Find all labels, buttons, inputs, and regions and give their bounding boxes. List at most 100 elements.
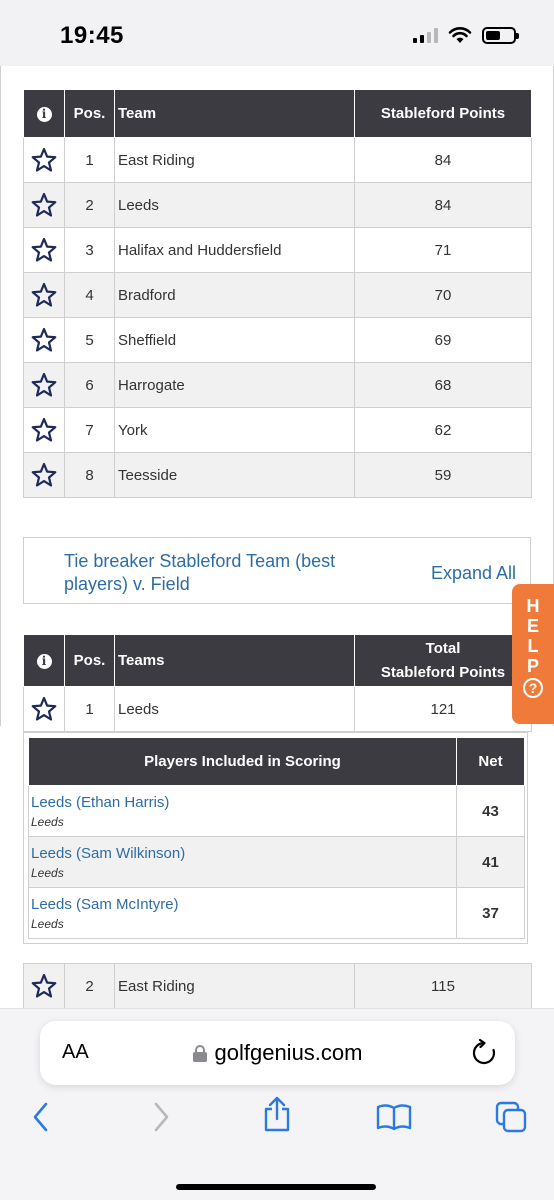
table-row[interactable]: 1 Leeds 121 xyxy=(23,686,532,732)
star-outline-icon xyxy=(31,696,57,721)
pos-cell: 1 xyxy=(64,686,115,732)
favorite-star-button[interactable] xyxy=(23,317,65,363)
tie-breaker-section: Tie breaker Stableford Team (best player… xyxy=(23,537,531,604)
address-bar[interactable]: AA golfgenius.com xyxy=(40,1021,515,1085)
lock-icon xyxy=(192,1045,207,1062)
star-outline-icon xyxy=(31,417,57,442)
player-row[interactable]: Leeds (Sam McIntyre) Leeds 37 xyxy=(28,887,525,939)
net-score-cell: 41 xyxy=(456,836,525,888)
tie-breaker-table: i Pos. Teams Total Stableford Points 1 L… xyxy=(23,634,532,732)
team-link[interactable]: Leeds xyxy=(114,686,355,732)
favorite-star-button[interactable] xyxy=(23,272,65,318)
team-link[interactable]: East Riding xyxy=(114,963,355,1008)
pos-cell: 8 xyxy=(64,452,115,498)
tie-breaker-title[interactable]: Tie breaker Stableford Team (best player… xyxy=(64,551,336,594)
wifi-icon xyxy=(448,27,472,43)
team-link[interactable]: East Riding xyxy=(114,137,355,183)
net-score-cell: 43 xyxy=(456,785,525,837)
favorite-star-button[interactable] xyxy=(23,452,65,498)
points-cell: 84 xyxy=(354,182,532,228)
table-row[interactable]: 4 Bradford 70 xyxy=(23,272,532,318)
total-points-header-line2: Stableford Points xyxy=(380,663,506,681)
table-row[interactable]: 2 Leeds 84 xyxy=(23,182,532,228)
player-name-link[interactable]: Leeds (Sam Wilkinson) xyxy=(31,844,186,862)
star-outline-icon xyxy=(31,282,57,307)
help-letter: L xyxy=(527,636,539,656)
player-team-label: Leeds xyxy=(31,814,64,829)
table-row[interactable]: 2 East Riding 115 xyxy=(23,963,532,1008)
reader-settings-button[interactable]: AA xyxy=(62,1041,89,1064)
pos-column-header-2[interactable]: Pos. xyxy=(64,634,115,687)
back-button-icon[interactable] xyxy=(30,1101,52,1133)
pos-cell: 6 xyxy=(64,362,115,408)
table-row[interactable]: 8 Teesside 59 xyxy=(23,452,532,498)
team-link[interactable]: Bradford xyxy=(114,272,355,318)
share-icon[interactable] xyxy=(262,1095,292,1133)
player-team-label: Leeds xyxy=(31,916,64,931)
favorite-star-button[interactable] xyxy=(23,407,65,453)
url-text: golfgenius.com xyxy=(214,1040,363,1065)
table-row[interactable]: 6 Harrogate 68 xyxy=(23,362,532,408)
page-content: i Pos. Team Stableford Points 1 East Ridi… xyxy=(0,66,554,1008)
info-column-header-2[interactable]: i xyxy=(23,634,65,687)
total-points-header-line1: Total xyxy=(425,639,461,657)
team-link[interactable]: Leeds xyxy=(114,182,355,228)
info-icon-2: i xyxy=(36,654,52,669)
pos-cell: 4 xyxy=(64,272,115,318)
player-row[interactable]: Leeds (Sam Wilkinson) Leeds 41 xyxy=(28,836,525,888)
team-link[interactable]: Harrogate xyxy=(114,362,355,408)
table-row[interactable]: 5 Sheffield 69 xyxy=(23,317,532,363)
points-cell: 115 xyxy=(354,963,532,1008)
favorite-star-button[interactable] xyxy=(23,963,65,1008)
favorite-star-button[interactable] xyxy=(23,362,65,408)
favorite-star-button[interactable] xyxy=(23,686,65,732)
team-link[interactable]: Teesside xyxy=(114,452,355,498)
player-row[interactable]: Leeds (Ethan Harris) Leeds 43 xyxy=(28,785,525,837)
star-outline-icon xyxy=(31,462,57,487)
table-row[interactable]: 1 East Riding 84 xyxy=(23,137,532,183)
star-outline-icon xyxy=(31,973,57,998)
table-row[interactable]: 3 Halifax and Huddersfield 71 xyxy=(23,227,532,273)
points-cell: 68 xyxy=(354,362,532,408)
table-row[interactable]: 7 York 62 xyxy=(23,407,532,453)
info-icon: i xyxy=(36,107,52,122)
star-outline-icon xyxy=(31,237,57,262)
pos-cell: 2 xyxy=(64,963,115,1008)
bookmarks-icon[interactable] xyxy=(376,1103,412,1131)
players-table: Players Included in Scoring Net Leeds (E… xyxy=(28,737,525,939)
favorite-star-button[interactable] xyxy=(23,137,65,183)
tie-breaker-table-continued: 2 East Riding 115 xyxy=(23,963,532,1008)
url-display[interactable]: golfgenius.com xyxy=(40,1040,515,1066)
player-name-link[interactable]: Leeds (Ethan Harris) xyxy=(31,793,170,811)
net-score-cell: 37 xyxy=(456,887,525,939)
players-column-header: Players Included in Scoring xyxy=(28,737,457,786)
player-cell: Leeds (Sam McIntyre) Leeds xyxy=(28,887,457,939)
pos-column-header[interactable]: Pos. xyxy=(64,89,115,138)
aa-label: AA xyxy=(62,1041,89,1063)
favorite-star-button[interactable] xyxy=(23,182,65,228)
teams-column-header[interactable]: Teams xyxy=(114,634,355,687)
points-column-header[interactable]: Stableford Points xyxy=(354,89,532,138)
expand-all-link[interactable]: Expand All xyxy=(430,563,516,583)
cellular-signal-icon xyxy=(413,27,438,43)
player-name-link[interactable]: Leeds (Sam McIntyre) xyxy=(31,895,179,913)
player-cell: Leeds (Sam Wilkinson) Leeds xyxy=(28,836,457,888)
status-icons xyxy=(413,26,519,44)
team-link[interactable]: Halifax and Huddersfield xyxy=(114,227,355,273)
team-link[interactable]: York xyxy=(114,407,355,453)
info-column-header[interactable]: i xyxy=(23,89,65,138)
tabs-icon[interactable] xyxy=(495,1101,527,1133)
team-link[interactable]: Sheffield xyxy=(114,317,355,363)
star-outline-icon xyxy=(31,147,57,172)
total-points-column-header[interactable]: Total Stableford Points xyxy=(354,634,532,687)
points-cell: 59 xyxy=(354,452,532,498)
favorite-star-button[interactable] xyxy=(23,227,65,273)
standings-header-row: i Pos. Team Stableford Points xyxy=(23,89,532,138)
help-letter: P xyxy=(526,656,539,676)
reload-icon[interactable] xyxy=(471,1039,497,1067)
forward-button-icon[interactable] xyxy=(150,1101,172,1133)
pos-cell: 5 xyxy=(64,317,115,363)
team-column-header[interactable]: Team xyxy=(114,89,355,138)
